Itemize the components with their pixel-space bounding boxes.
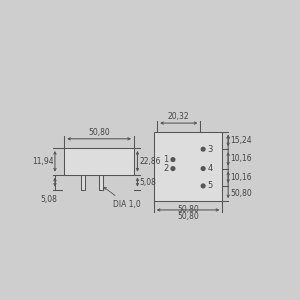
Circle shape (171, 158, 175, 161)
Text: 50,80: 50,80 (177, 205, 199, 214)
Circle shape (201, 184, 205, 188)
Bar (80, 175, 85, 190)
Circle shape (171, 167, 175, 170)
Bar (64, 148, 134, 175)
Text: 5: 5 (207, 182, 213, 190)
Text: 20,32: 20,32 (168, 112, 190, 121)
Text: 5,08: 5,08 (139, 178, 156, 187)
Text: 2: 2 (164, 164, 169, 173)
Text: 50,80: 50,80 (230, 189, 252, 198)
Text: 3: 3 (207, 145, 213, 154)
Text: 10,16: 10,16 (230, 173, 252, 182)
Circle shape (201, 147, 205, 151)
Bar (154, 132, 222, 201)
Text: DIA 1,0: DIA 1,0 (104, 187, 141, 209)
Text: 22,86: 22,86 (139, 157, 161, 166)
Bar (99, 175, 103, 190)
Text: 10,16: 10,16 (230, 154, 252, 164)
Text: 5,08: 5,08 (41, 195, 58, 204)
Text: 50,80: 50,80 (88, 128, 110, 137)
Text: 4: 4 (207, 164, 213, 173)
Text: 1: 1 (164, 155, 169, 164)
Text: 15,24: 15,24 (230, 136, 252, 145)
Circle shape (201, 167, 205, 170)
Text: 11,94: 11,94 (32, 157, 53, 166)
Text: 50,80: 50,80 (177, 212, 199, 221)
